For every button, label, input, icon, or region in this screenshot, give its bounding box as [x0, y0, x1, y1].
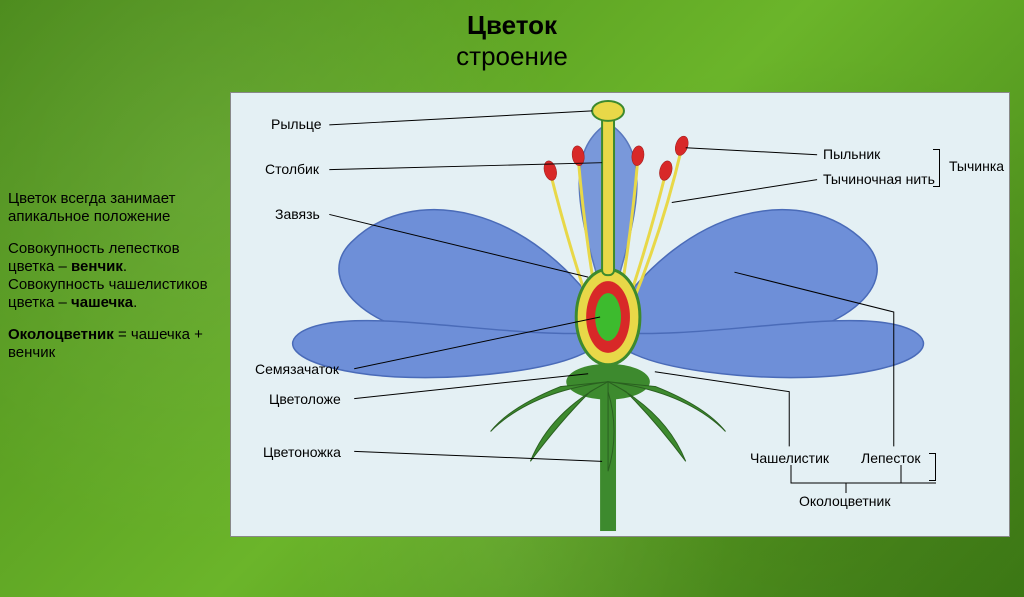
side-text: Цветок всегда занимает апикальное положе… [8, 190, 223, 376]
title-block: Цветок строение [0, 10, 1024, 72]
label-petal: Лепесток [861, 450, 921, 466]
side-p2: Совокупность лепестков цветка – венчик. … [8, 240, 223, 312]
diagram-panel: Рыльце Столбик Завязь Семязачаток Цветол… [230, 92, 1010, 537]
side-p3: Околоцветник = чашечка + венчик [8, 326, 223, 362]
side-p1: Цветок всегда занимает апикальное положе… [8, 190, 223, 226]
label-receptacle: Цветоложе [269, 391, 341, 407]
label-anther: Пыльник [823, 146, 880, 162]
label-stigma: Рыльце [271, 116, 322, 132]
label-style: Столбик [265, 161, 319, 177]
label-pedicel: Цветоножка [263, 444, 341, 460]
label-stamen: Тычинка [949, 158, 1004, 174]
label-ovule: Семязачаток [255, 361, 339, 377]
title-main: Цветок [0, 10, 1024, 41]
label-sepal: Чашелистик [750, 450, 829, 466]
label-ovary: Завязь [275, 206, 320, 222]
label-filament: Тычиночная нить [823, 171, 935, 187]
perianth-connector [746, 465, 946, 505]
title-sub: строение [0, 41, 1024, 72]
bracket-stamen [939, 149, 940, 187]
